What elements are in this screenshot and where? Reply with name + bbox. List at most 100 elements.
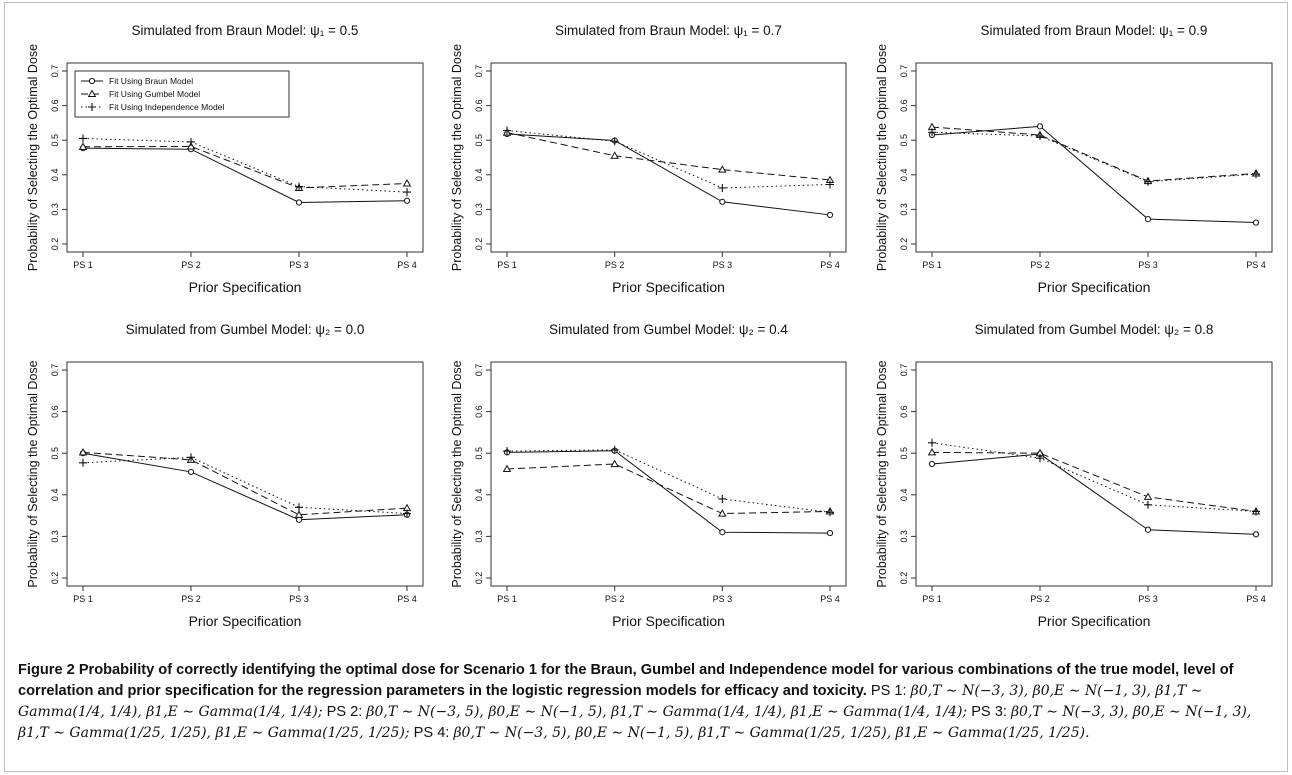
legend-marker-triangle — [87, 89, 97, 98]
caption-ps1: β0,T ∼ N(−3, 3), β0,E ∼ N(−1, 3), β1,T ∼… — [18, 683, 1203, 720]
x-tick-label: PS 1 — [497, 260, 517, 270]
y-tick-label: 0.7 — [50, 65, 60, 78]
x-tick-label: PS 2 — [1030, 594, 1050, 604]
y-tick-label: 0.2 — [474, 572, 484, 585]
y-axis-label: Probability of Selecting the Optimal Dos… — [875, 360, 889, 587]
series-line-1 — [82, 452, 408, 521]
y-tick-label: 0.4 — [50, 489, 60, 502]
data-point-circle — [719, 529, 726, 536]
chart-panel-3: Simulated from Braun Model: ψ₁ = 0.9 0.2 0… — [875, 23, 1273, 295]
x-tick-label: PS 3 — [289, 594, 309, 604]
data-point-plus — [403, 509, 411, 518]
y-tick-label: 0.5 — [474, 447, 484, 460]
y-tick-label: 0.3 — [50, 203, 60, 216]
series-line-2 — [931, 126, 1257, 182]
x-tick-label: PS 2 — [605, 594, 625, 604]
series-line-2 — [506, 463, 831, 515]
chart-title: Simulated from Braun Model: ψ₁ = 0.9 — [981, 23, 1208, 38]
y-tick-label: 0.5 — [474, 134, 484, 147]
caption-ps2-label: PS 2: — [326, 704, 363, 720]
y-tick-label: 0.6 — [899, 99, 909, 112]
x-tick-label: PS 3 — [289, 260, 309, 270]
y-tick-label: 0.6 — [50, 405, 60, 418]
data-point-plus — [928, 438, 936, 447]
data-point-triangle — [78, 447, 88, 456]
x-tick-label: PS 2 — [1030, 260, 1050, 270]
plot-area — [915, 361, 1273, 587]
data-point-circle — [1252, 531, 1260, 538]
y-tick-label: 0.5 — [899, 447, 909, 460]
y-tick-label: 0.4 — [50, 169, 60, 182]
chart-title: Simulated from Gumbel Model: ψ₂ = 0.0 — [126, 322, 365, 337]
y-tick-label: 0.7 — [50, 364, 60, 377]
y-tick-label: 0.7 — [474, 364, 484, 377]
chart-panel-6: Simulated from Gumbel Model: ψ₂ = 0.8 0.2… — [875, 322, 1273, 629]
chart-panel-4: Simulated from Gumbel Model: ψ₂ = 0.0 0.2… — [26, 322, 424, 629]
data-point-triangle — [1143, 492, 1153, 500]
y-tick-label: 0.6 — [474, 405, 484, 418]
data-point-plus — [826, 508, 834, 517]
series-line-3 — [82, 137, 408, 193]
data-point-plus — [403, 188, 411, 197]
x-tick-label: PS 3 — [713, 260, 733, 270]
legend-label: Fit Using Gumbel Model — [109, 89, 200, 99]
data-point-plus — [718, 494, 727, 503]
data-point-circle — [1252, 219, 1260, 226]
data-point-plus — [79, 458, 87, 467]
y-axis-label: Probability of Selecting the Optimal Dos… — [875, 44, 889, 271]
chart-title: Simulated from Gumbel Model: ψ₂ = 0.8 — [975, 322, 1214, 337]
data-point-circle — [1144, 526, 1152, 533]
plot-area — [490, 361, 847, 587]
caption-ps4: β0,T ∼ N(−3, 5), β0,E ∼ N(−1, 5), β1,T ∼… — [453, 725, 1090, 741]
plot-area — [915, 62, 1273, 253]
data-point-plus — [610, 137, 619, 146]
figure-caption: Figure 2 Probability of correctly identi… — [18, 660, 1280, 744]
data-point-circle — [1036, 123, 1044, 130]
y-tick-label: 0.3 — [899, 530, 909, 543]
data-point-circle — [719, 198, 726, 205]
x-tick-label: PS 1 — [497, 594, 517, 604]
data-point-circle — [295, 516, 303, 523]
y-tick-label: 0.7 — [899, 364, 909, 377]
y-tick-label: 0.2 — [50, 572, 60, 585]
legend-marker-circle — [88, 77, 96, 85]
data-point-circle — [826, 529, 834, 537]
series-line-2 — [506, 132, 831, 181]
y-tick-label: 0.3 — [899, 203, 909, 216]
series-line-3 — [506, 130, 831, 189]
data-point-triangle — [78, 142, 88, 150]
y-tick-label: 0.2 — [899, 572, 909, 585]
data-point-plus — [1144, 177, 1152, 186]
y-axis-label: Probability of Selecting the Optimal Dos… — [450, 360, 464, 587]
caption-ps4-label: PS 4: — [413, 725, 450, 741]
data-point-plus — [503, 126, 511, 135]
x-axis-label: Prior Specification — [189, 613, 302, 629]
data-point-triangle — [718, 509, 727, 517]
caption-ps2: β0,T ∼ N(−3, 5), β0,E ∼ N(−1, 5), β1,T ∼… — [366, 704, 968, 720]
x-axis-label: Prior Specification — [1038, 613, 1151, 629]
series-line-2 — [82, 145, 408, 189]
data-point-triangle — [718, 165, 727, 173]
caption-ps1-label: PS 1: — [870, 683, 907, 699]
data-point-circle — [826, 211, 834, 219]
x-tick-label: PS 1 — [73, 260, 93, 270]
data-point-plus — [928, 128, 936, 137]
x-axis-label: Prior Specification — [189, 279, 302, 295]
x-tick-label: PS 2 — [605, 260, 625, 270]
plot-area — [490, 62, 847, 253]
legend-label: Fit Using Braun Model — [109, 76, 193, 86]
y-axis-label: Probability of Selecting the Optimal Dos… — [26, 44, 40, 271]
y-tick-label: 0.2 — [50, 238, 60, 251]
series-line-2 — [82, 451, 408, 516]
legend-box — [74, 70, 290, 118]
legend: Fit Using Braun Model Fit Using Gumbel Mo… — [74, 70, 290, 118]
data-point-plus — [1036, 454, 1044, 463]
y-tick-label: 0.7 — [474, 65, 484, 78]
chart-grid: Simulated from Braun Model: ψ₁ = 0.5 0.2 0… — [26, 23, 1273, 629]
series-line-3 — [82, 456, 408, 515]
data-point-plus — [295, 503, 303, 512]
series-line-1 — [506, 133, 831, 216]
legend-marker-plus — [88, 103, 96, 111]
legend-label: Fit Using Independence Model — [109, 102, 224, 112]
y-tick-label: 0.7 — [899, 65, 909, 78]
